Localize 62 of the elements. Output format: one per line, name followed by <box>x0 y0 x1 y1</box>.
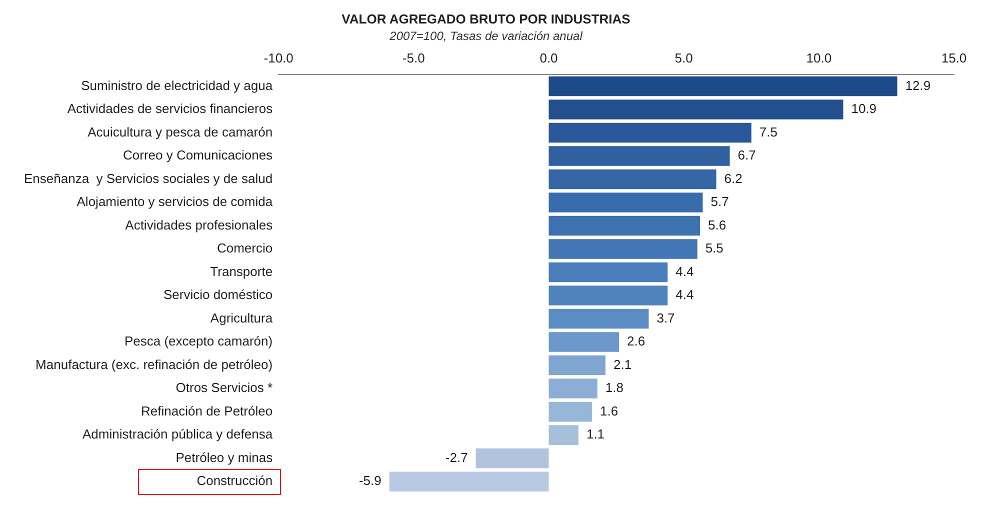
y-tick-label: Actividades de servicios financieros <box>67 101 274 116</box>
data-label: 5.7 <box>710 194 729 210</box>
x-tick-label: 10.0 <box>806 50 832 66</box>
y-tick-label: Servicio doméstico <box>163 287 273 302</box>
y-tick-label: Manufactura (exc. refinación de petróleo) <box>36 356 273 372</box>
data-label: 2.6 <box>626 334 646 349</box>
chart-title: VALOR AGREGADO BRUTO POR INDUSTRIAS <box>342 11 631 26</box>
data-label: 2.1 <box>613 356 632 372</box>
y-tick-label: Otros Servicios * <box>176 380 273 396</box>
bar <box>476 448 549 468</box>
bar <box>548 192 703 212</box>
y-tick-label: Enseñanza y Servicios sociales y de salud <box>24 170 273 186</box>
chart-subtitle: 2007=100, Tasas de variación anual <box>388 29 583 44</box>
data-label: 10.9 <box>851 101 877 116</box>
data-label: 4.4 <box>676 287 694 302</box>
x-tick-label: 0.0 <box>540 50 558 66</box>
data-label: 1.1 <box>586 426 605 442</box>
bar <box>548 122 752 143</box>
bar <box>548 402 592 422</box>
bar <box>548 308 649 329</box>
data-label: 6.7 <box>738 148 756 163</box>
y-tick-label: Refinación de Petróleo <box>141 403 273 418</box>
bar <box>389 472 549 492</box>
data-label: 5.6 <box>708 217 726 232</box>
data-label: 6.2 <box>724 170 742 186</box>
y-tick-label: Transporte <box>210 264 273 279</box>
data-label: 4.4 <box>676 264 694 279</box>
data-label: 5.5 <box>705 240 724 256</box>
bar <box>548 355 606 376</box>
y-tick-label: Construcción <box>196 473 273 488</box>
y-tick-label: Suministro de electricidad y agua <box>81 78 274 93</box>
data-label: 1.8 <box>605 380 624 396</box>
y-tick-label: Correo y Comunicaciones <box>122 148 274 163</box>
y-tick-label: Acuicultura y pesca de camarón <box>88 124 273 140</box>
bar <box>548 146 730 166</box>
data-label: 1.6 <box>600 403 618 418</box>
x-tick-label: 15.0 <box>941 50 967 66</box>
x-tick-label: 5.0 <box>674 50 693 66</box>
data-label: 12.9 <box>905 78 931 93</box>
bar <box>548 425 578 445</box>
data-label: -5.9 <box>358 473 382 488</box>
y-tick-label: Agricultura <box>210 310 274 326</box>
bar <box>548 76 898 96</box>
bar <box>548 286 668 306</box>
y-tick-label: Actividades profesionales <box>125 217 274 232</box>
bar <box>548 169 716 190</box>
y-tick-label: Pesca (excepto camarón) <box>124 334 273 349</box>
data-label: -2.7 <box>445 450 468 465</box>
bar <box>548 100 844 120</box>
y-tick-label: Comercio <box>216 240 273 256</box>
bar <box>548 332 619 352</box>
data-label: 7.5 <box>759 124 778 140</box>
y-tick-label: Petróleo y minas <box>176 450 274 465</box>
bar <box>548 262 668 282</box>
y-tick-label: Alojamiento y servicios de comida <box>76 194 274 210</box>
bar <box>548 239 698 259</box>
bar <box>548 378 598 398</box>
data-label: 3.7 <box>656 310 675 326</box>
x-tick-label: -5.0 <box>402 50 425 66</box>
y-tick-label: Administración pública y defensa <box>82 426 274 442</box>
x-tick-label: -10.0 <box>264 50 294 66</box>
bar <box>548 216 700 236</box>
